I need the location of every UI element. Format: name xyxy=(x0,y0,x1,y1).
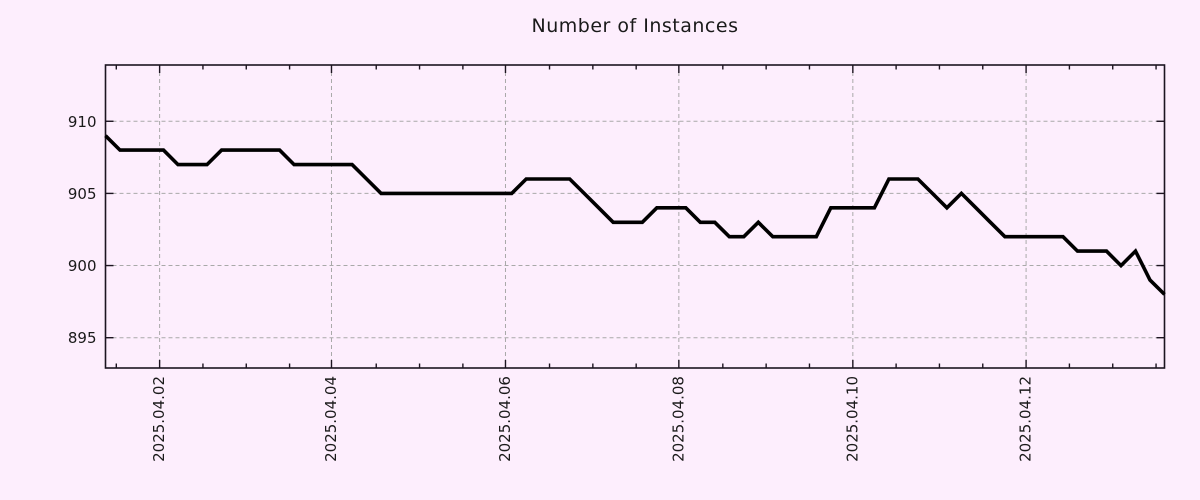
y-tick-label: 910 xyxy=(68,113,97,131)
x-tick-label: 2025.04.02 xyxy=(150,376,168,462)
x-tick-label: 2025.04.06 xyxy=(496,376,514,462)
y-tick-label: 895 xyxy=(68,329,97,347)
chart-title: Number of Instances xyxy=(531,15,739,37)
y-tick-label: 905 xyxy=(68,185,97,203)
data-line xyxy=(104,134,1166,296)
x-tick-label: 2025.04.10 xyxy=(843,376,861,462)
plot-border xyxy=(104,64,1166,369)
y-tick-label: 900 xyxy=(68,257,97,275)
x-tick-label: 2025.04.04 xyxy=(322,376,340,462)
x-tick-label: 2025.04.08 xyxy=(669,376,687,462)
x-tick-label: 2025.04.12 xyxy=(1017,376,1035,462)
